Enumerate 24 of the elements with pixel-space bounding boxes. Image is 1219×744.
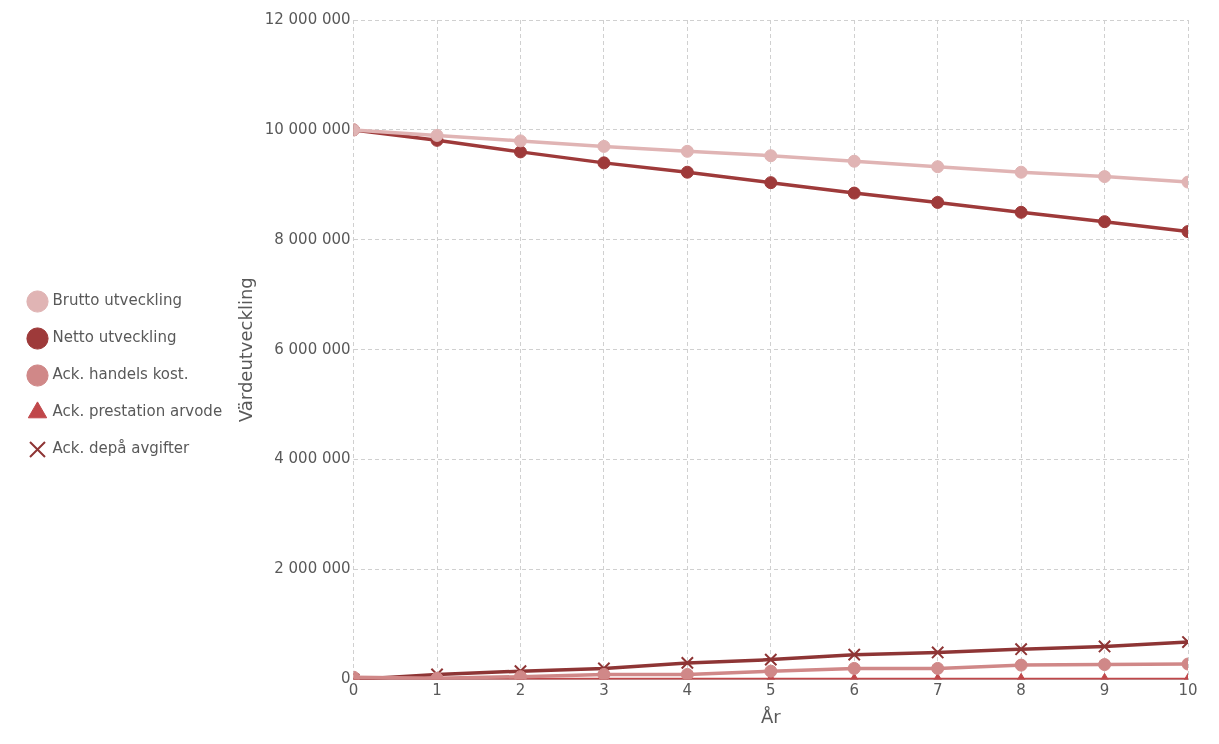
x-tick-label: 9 — [1099, 681, 1110, 700]
y-tick-label: 6 000 000 — [274, 339, 351, 358]
x-tick-label: 10 — [1178, 681, 1198, 700]
x-tick-label: 2 — [515, 681, 526, 700]
x-tick-label: 1 — [432, 681, 442, 700]
x-tick-label: 5 — [766, 681, 776, 700]
x-tick-label: 3 — [599, 681, 609, 700]
legend-label: Ack. depå avgifter — [52, 439, 191, 458]
legend-label: Ack. prestation arvode — [52, 402, 223, 421]
x-tick-label: 4 — [682, 681, 693, 700]
x-axis-title: År — [760, 705, 782, 727]
y-tick-label: 2 000 000 — [274, 559, 351, 578]
legend-label: Ack. handels kost. — [52, 365, 189, 384]
x-tick-label: 8 — [1016, 681, 1026, 700]
y-axis-title: Värdeutveckling — [234, 277, 256, 423]
y-tick-label: 8 000 000 — [274, 229, 351, 248]
y-tick-label: 0 — [341, 669, 351, 688]
x-tick-label: 6 — [849, 681, 860, 700]
y-tick-label: 12 000 000 — [264, 9, 351, 28]
y-tick-label: 4 000 000 — [274, 449, 351, 468]
y-tick-label: 10 000 000 — [264, 119, 351, 138]
x-tick-label: 7 — [932, 681, 943, 700]
legend-label: Netto utveckling — [52, 328, 177, 347]
legend-label: Brutto utveckling — [52, 291, 182, 310]
